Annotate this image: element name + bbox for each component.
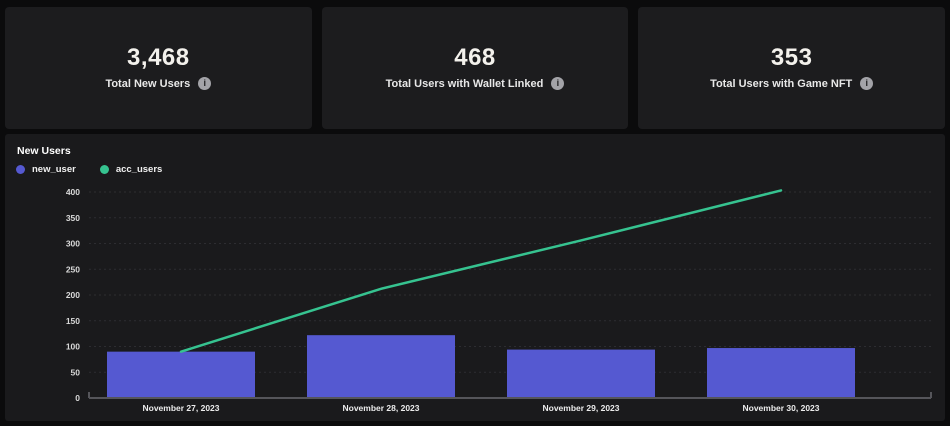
- stat-label: Total New Users: [105, 77, 191, 90]
- legend-label: acc_users: [115, 164, 163, 175]
- card-wallet-linked: 468 Total Users with Wallet Linked i: [321, 7, 629, 129]
- stat-value: 3,468: [127, 44, 190, 71]
- new-users-panel: New Users new_user acc_users 0 50 100 150 20…: [5, 134, 945, 421]
- info-icon[interactable]: i: [198, 77, 212, 90]
- bar-new-user[interactable]: [507, 349, 655, 398]
- y-tick-label: 400: [66, 187, 80, 197]
- x-axis-label: November 30, 2023: [742, 403, 819, 413]
- info-icon[interactable]: i: [551, 77, 565, 90]
- x-axis-label: November 27, 2023: [142, 403, 219, 413]
- bar-new-user[interactable]: [307, 335, 455, 398]
- legend-item-acc-users[interactable]: acc_users: [99, 164, 163, 175]
- x-axis-label: November 29, 2023: [542, 403, 619, 413]
- bar-new-user[interactable]: [107, 351, 255, 398]
- stat-label: Total Users with Game NFT: [710, 77, 853, 90]
- card-game-nft: 353 Total Users with Game NFT i: [638, 7, 946, 129]
- legend-item-new-user[interactable]: new_user: [16, 164, 76, 175]
- chart-legend: new_user acc_users: [5, 164, 945, 175]
- stat-value: 468: [454, 44, 496, 71]
- bar-new-user[interactable]: [707, 348, 855, 398]
- y-tick-label: 100: [66, 342, 80, 352]
- stat-label: Total Users with Wallet Linked: [385, 77, 544, 90]
- card-total-new-users: 3,468 Total New Users i: [5, 7, 312, 129]
- new-users-chart: 0 50 100 150 200 250 300 350 400 November 27, 202…: [66, 187, 932, 413]
- legend-label: new_user: [32, 164, 76, 175]
- y-tick-label: 350: [66, 213, 80, 223]
- stat-cards-row: 3,468 Total New Users i 468 Total Users …: [5, 7, 946, 129]
- y-tick-label: 300: [66, 239, 80, 249]
- y-tick-label: 0: [75, 393, 80, 403]
- legend-dot: [16, 165, 25, 174]
- acc-users-line: [179, 189, 783, 353]
- y-tick-label: 50: [71, 367, 81, 377]
- stat-value: 353: [770, 44, 813, 71]
- x-axis-label: November 28, 2023: [342, 403, 419, 413]
- info-icon[interactable]: i: [860, 77, 874, 90]
- y-tick-label: 250: [66, 264, 80, 274]
- legend-dot: [99, 165, 109, 174]
- y-tick-label: 150: [66, 316, 80, 326]
- y-tick-label: 200: [66, 290, 80, 300]
- chart-title: New Users: [17, 145, 71, 157]
